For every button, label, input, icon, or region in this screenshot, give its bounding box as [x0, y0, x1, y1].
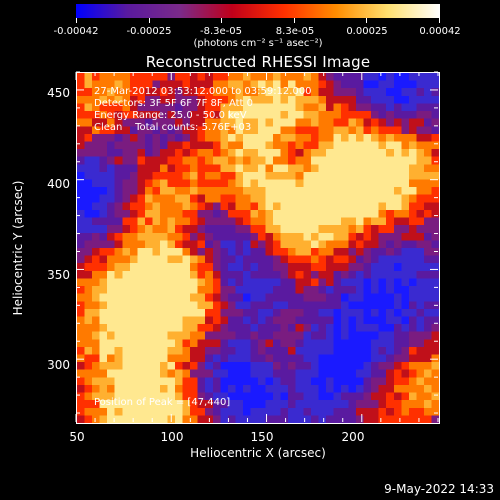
- info-time: 27-Mar-2012 03:53:12.000 to 03:59:12.000: [94, 86, 312, 97]
- colorbar-tick-label: 8.3e-05: [275, 26, 315, 37]
- info-detectors: Detectors: 3F 5F 6F 7F 8F, Att 0: [94, 98, 254, 109]
- colorbar-tick-label: -8.3e-05: [200, 26, 242, 37]
- colorbar-tick-label: 0.00042: [419, 26, 461, 37]
- y-tick-label: 300: [47, 358, 70, 372]
- peak-position-label: Position of Peak = [47,440]: [94, 397, 231, 408]
- x-tick-label: 200: [341, 430, 365, 444]
- colorbar-tick: [293, 18, 295, 23]
- info-clean: Clean Total counts: 5.76E+03: [94, 122, 252, 133]
- x-tick-label: 150: [250, 430, 274, 444]
- colorbar-tick-label: -0.00042: [53, 26, 99, 37]
- info-energy: Energy Range: 25.0 - 50.0 keV: [94, 110, 247, 121]
- colorbar-tick-label: -0.00025: [126, 26, 172, 37]
- y-tick-label: 450: [47, 86, 70, 100]
- colorbar-tick: [439, 18, 440, 23]
- y-tick-label: 400: [47, 177, 70, 191]
- rhessi-image: [77, 73, 439, 423]
- colorbar-ticks: [76, 18, 440, 24]
- colorbar-tick: [366, 18, 368, 23]
- colorbar: [76, 4, 440, 18]
- plot-title: Reconstructed RHESSI Image: [145, 53, 371, 71]
- colorbar-tick-label: 0.00025: [346, 26, 388, 37]
- colorbar-tick: [221, 18, 223, 23]
- y-axis-label: Heliocentric Y (arcsec): [11, 180, 25, 316]
- colorbar-tick: [76, 18, 77, 23]
- x-axis-label: Heliocentric X (arcsec): [190, 446, 326, 460]
- timestamp: 9-May-2022 14:33: [384, 482, 494, 496]
- colorbar-units: (photons cm⁻² s⁻¹ asec⁻²): [193, 38, 323, 49]
- x-tick-label: 100: [160, 430, 184, 444]
- x-tick-label: 50: [69, 430, 85, 444]
- y-tick-label: 350: [47, 268, 70, 282]
- colorbar-tick: [148, 18, 150, 23]
